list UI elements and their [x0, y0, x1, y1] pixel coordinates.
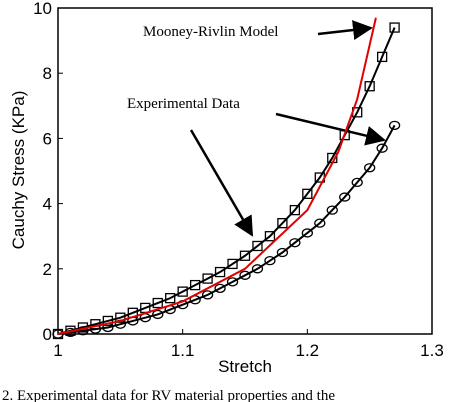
series-line — [57, 17, 377, 335]
y-tick-label: 4 — [43, 195, 52, 214]
data-point — [152, 309, 164, 320]
arrow — [275, 112, 386, 146]
data-point — [239, 270, 251, 280]
data-point — [264, 255, 276, 266]
data-point — [189, 279, 201, 291]
y-tick-label: 10 — [33, 0, 52, 18]
y-axis-label: Cauchy Stress (KPa) — [9, 91, 28, 250]
x-axis-label: Stretch — [218, 357, 272, 376]
data-point — [364, 163, 376, 173]
series-line — [57, 27, 396, 335]
y-tick-label: 8 — [43, 64, 52, 83]
data-point — [201, 290, 214, 300]
x-tick-label: 1.2 — [296, 341, 320, 360]
x-tick-label: 1.1 — [171, 341, 195, 360]
series-line — [57, 124, 396, 335]
arrow — [317, 20, 373, 40]
data-point — [252, 240, 263, 252]
data-point — [226, 277, 239, 287]
y-tick-label: 0 — [43, 325, 52, 344]
arrow — [189, 129, 254, 237]
x-tick-label: 1 — [53, 341, 62, 360]
data-point — [102, 315, 114, 327]
data-point — [339, 129, 350, 141]
data-point — [115, 312, 126, 323]
data-point — [251, 264, 264, 274]
data-point — [364, 81, 375, 92]
data-point — [165, 292, 176, 304]
data-point — [388, 120, 401, 131]
data-point — [376, 51, 388, 63]
data-point — [202, 273, 213, 284]
y-tick-label: 6 — [43, 129, 52, 148]
data-point — [214, 266, 226, 278]
data-point — [326, 205, 338, 215]
data-point — [177, 286, 188, 297]
y-tick-label: 2 — [43, 260, 52, 279]
plot-frame — [57, 7, 433, 335]
data-point — [89, 324, 102, 334]
data-point — [314, 218, 326, 228]
data-point — [351, 177, 363, 188]
data-point — [52, 329, 64, 339]
data-point — [152, 297, 163, 309]
x-tick-label: 1.3 — [420, 341, 444, 360]
data-point — [376, 143, 388, 153]
caption: 2. Experimental data for RV material pro… — [2, 388, 335, 402]
data-point — [302, 188, 313, 199]
data-point — [227, 258, 238, 270]
annotation: Experimental Data — [127, 96, 240, 112]
annotation: Mooney-Rivlin Model — [143, 24, 278, 40]
data-point — [239, 250, 251, 261]
data-point — [276, 247, 289, 258]
data-point — [389, 22, 400, 33]
data-point — [214, 283, 226, 294]
data-point — [339, 192, 351, 202]
data-point — [264, 231, 276, 242]
data-point — [289, 238, 301, 248]
data-point — [277, 218, 288, 229]
data-point — [289, 204, 301, 216]
data-point — [301, 228, 313, 238]
